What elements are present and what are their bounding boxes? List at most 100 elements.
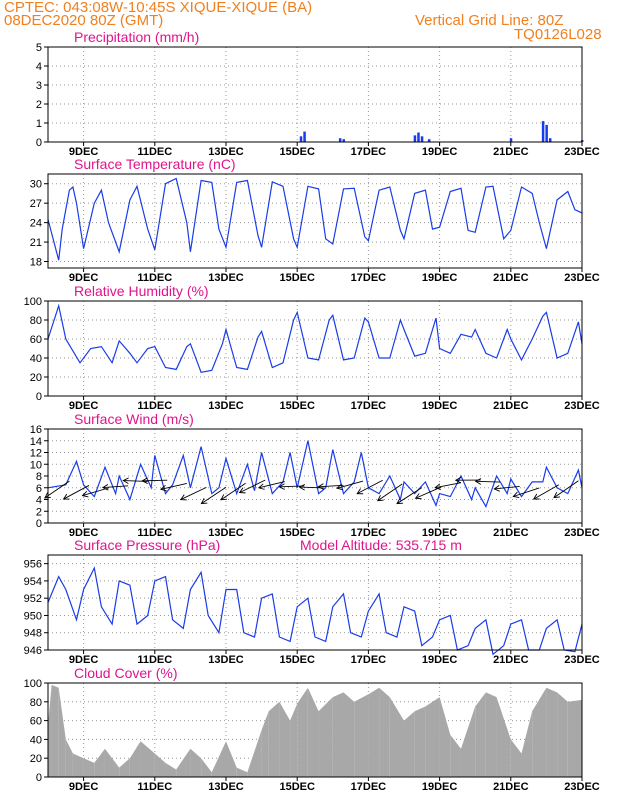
cloud-area <box>389 697 404 777</box>
precip-bar <box>509 138 513 142</box>
panel-1: 18 21 24 27 30 9DEC 11DEC 13DEC 15DEC 17DEC 19DEC 2… <box>30 156 600 284</box>
cloud-area <box>332 692 344 777</box>
wind-arrow <box>258 481 285 489</box>
cloud-area <box>485 692 497 777</box>
wind-arrow-head <box>454 476 462 484</box>
x-tick-label: 11DEC <box>137 400 172 412</box>
cloud-area <box>297 687 308 777</box>
panel-2: 0 20 40 60 80 100 9DEC 11DEC 13DEC 15DEC 17DEC 19DE… <box>24 283 600 412</box>
x-tick-label: 19DEC <box>422 527 458 539</box>
x-tick-label: 21DEC <box>493 781 529 793</box>
y-tick-label: 0 <box>36 518 42 530</box>
cloud-area <box>165 762 177 777</box>
panel-5: 0 20 40 60 80 100 9DEC 11DEC 13DEC 15DEC 17DEC 19DE… <box>24 665 600 793</box>
x-tick-label: 13DEC <box>208 272 244 284</box>
cloud-area <box>261 711 269 777</box>
cloud-area <box>154 753 166 777</box>
cloud-area <box>557 692 568 777</box>
cloud-area <box>201 758 212 777</box>
x-tick-label: 11DEC <box>137 272 172 284</box>
y-tick-label: 20 <box>30 753 42 765</box>
cloud-area <box>268 701 280 777</box>
wind-arrow <box>396 487 423 504</box>
y-tick-label: 6 <box>36 483 42 495</box>
cloud-area <box>247 730 262 777</box>
x-tick-label: 9DEC <box>69 146 98 158</box>
cloud-area <box>226 741 237 777</box>
wind-arrow-head <box>44 492 51 499</box>
precip-bar <box>541 121 545 142</box>
x-tick-label: 17DEC <box>351 654 387 666</box>
wind-arrow-head <box>141 477 148 484</box>
cloud-area <box>460 706 476 777</box>
x-tick-label: 17DEC <box>351 400 387 412</box>
y-tick-label: 0 <box>36 772 42 784</box>
wind-arrow-head <box>238 487 246 494</box>
wind-arrow <box>415 486 442 499</box>
cloud-area <box>190 748 202 777</box>
y-tick-label: 40 <box>30 353 42 365</box>
wind-arrow <box>435 482 462 489</box>
wind-arrow-head <box>220 494 228 501</box>
y-tick-label: 4 <box>36 495 42 507</box>
precip-bar <box>545 124 548 142</box>
wind-arrow <box>102 485 129 489</box>
header-station: CPTEC: 043:08W-10:45S XIQUE-XIQUE (BA) <box>4 0 313 16</box>
wind-arrow-head <box>101 483 109 491</box>
plot-frame <box>47 682 583 778</box>
wind-arrow-head <box>553 492 561 499</box>
wind-arrow-head <box>317 483 324 490</box>
x-tick-label: 13DEC <box>208 654 244 666</box>
x-tick-label: 9DEC <box>69 272 98 284</box>
wind-arrows <box>44 476 579 505</box>
y-tick-label: 8 <box>36 471 42 483</box>
x-tick-label: 23DEC <box>564 400 600 412</box>
wind-arrow-head <box>160 484 167 492</box>
cloud-area <box>368 687 380 777</box>
wind-arrow <box>377 483 403 502</box>
wind-arrow-head <box>62 493 70 500</box>
cloud-area <box>414 706 426 777</box>
x-tick-label: 15DEC <box>279 654 315 666</box>
y-tick-label: 60 <box>30 716 42 728</box>
y-tick-label: 60 <box>30 334 42 346</box>
model-altitude: Model Altitude: 535.715 m <box>300 537 462 553</box>
cloud-area <box>211 741 226 777</box>
wind-arrow <box>336 480 364 489</box>
cloud-area <box>521 711 533 777</box>
y-tick-label: 946 <box>24 645 42 657</box>
y-tick-label: 14 <box>30 436 42 448</box>
x-tick-label: 17DEC <box>351 781 387 793</box>
cloud-area <box>439 697 451 777</box>
cloud-area <box>404 711 415 777</box>
x-tick-label: 23DEC <box>564 527 600 539</box>
panel-4: 946 948 950 952 954 956 9DEC 11DEC 13DEC 15DEC 17D… <box>24 537 600 666</box>
x-tick-label: 15DEC <box>279 146 315 158</box>
x-tick-label: 11DEC <box>137 146 172 158</box>
wind-arrow-head <box>356 488 364 495</box>
x-tick-label: 13DEC <box>208 527 244 539</box>
wind-arrow-head <box>81 491 89 498</box>
y-tick-label: 0 <box>36 137 42 149</box>
cloud-area <box>354 694 369 777</box>
wind-arrow-head <box>298 483 306 491</box>
cloud-area <box>450 734 461 777</box>
y-tick-label: 0 <box>36 391 42 403</box>
y-tick-label: 100 <box>24 296 42 308</box>
series-line <box>47 566 583 656</box>
x-tick-label: 19DEC <box>422 146 458 158</box>
series-line <box>47 177 583 261</box>
y-tick-label: 4 <box>36 61 42 73</box>
y-tick-label: 3 <box>36 80 42 92</box>
cloud-area <box>129 741 141 777</box>
y-tick-label: 27 <box>30 198 42 210</box>
panel-0: 0 1 2 3 4 5 9DEC 11DEC 13DEC 15DEC 17DEC 19DEC 21DEC… <box>36 29 600 158</box>
plot-frame <box>47 46 583 143</box>
cloud-area <box>532 687 547 777</box>
x-tick-label: 13DEC <box>208 400 244 412</box>
x-tick-label: 13DEC <box>208 781 244 793</box>
precip-bar <box>303 131 306 142</box>
cloud-area <box>72 753 84 777</box>
y-tick-label: 2 <box>36 506 42 518</box>
